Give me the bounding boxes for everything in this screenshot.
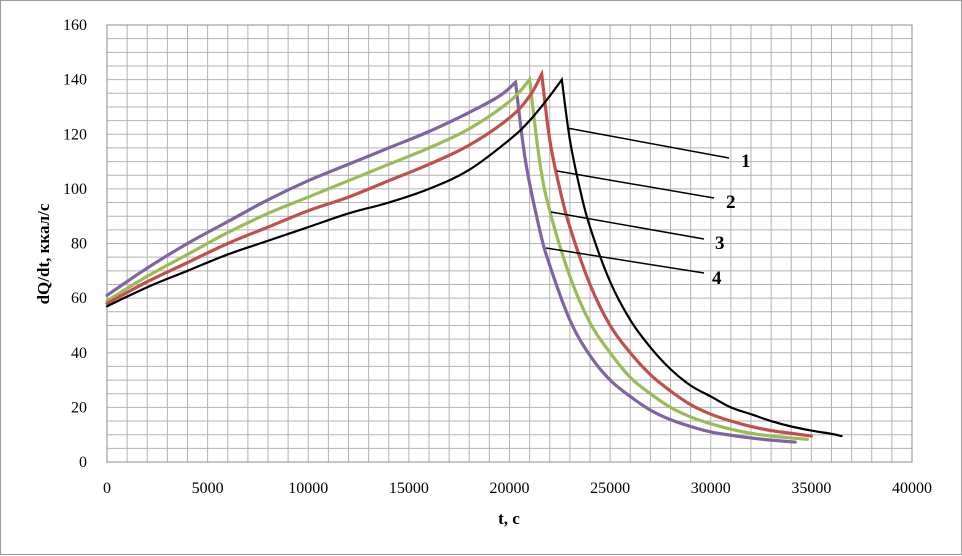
curve-label: 4: [712, 268, 722, 289]
x-tick-label: 40000: [892, 480, 932, 497]
x-tick-label: 15000: [389, 480, 429, 497]
x-tick-label: 35000: [791, 480, 831, 497]
curve-label: 2: [726, 192, 736, 213]
y-tick-label: 20: [71, 399, 87, 416]
callout-line: [566, 127, 730, 159]
callout-line: [556, 170, 715, 199]
y-axis-title: dQ/dt, ккал/с: [34, 203, 53, 304]
curve-label: 1: [741, 151, 751, 172]
x-tick-label: 25000: [590, 480, 630, 497]
series-line-1: [105, 76, 843, 438]
y-axis: 0 20 40 60 80 100 120 140 160: [63, 17, 87, 471]
x-tick-label: 5000: [192, 480, 224, 497]
y-tick-label: 100: [63, 181, 87, 198]
y-tick-label: 60: [71, 290, 87, 307]
y-tick-label: 0: [79, 454, 87, 471]
plot-border: [106, 24, 913, 463]
series-line-2: [105, 69, 813, 438]
plot-area: [106, 24, 913, 463]
x-axis: 0 5000 10000 15000 20000 25000 30000 35000 40000: [103, 480, 932, 497]
callout-line: [550, 211, 705, 240]
x-axis-title: t, c: [498, 509, 520, 528]
y-tick-label: 80: [71, 236, 87, 253]
y-tick-label: 120: [63, 126, 87, 143]
grid: [106, 24, 913, 463]
x-tick-label: 0: [103, 480, 111, 497]
curve-label: 3: [715, 233, 725, 254]
y-tick-label: 40: [71, 345, 87, 362]
series-line-3: [105, 75, 809, 441]
series-line-4: [105, 79, 797, 444]
callout-group: 123 4: [545, 127, 751, 289]
x-tick-label: 10000: [288, 480, 328, 497]
y-tick-label: 140: [63, 72, 87, 89]
y-tick-label: 160: [63, 17, 87, 34]
callout-line: [545, 247, 705, 274]
x-tick-label: 30000: [691, 480, 731, 497]
x-tick-label: 20000: [490, 480, 530, 497]
series-group: [105, 69, 843, 444]
